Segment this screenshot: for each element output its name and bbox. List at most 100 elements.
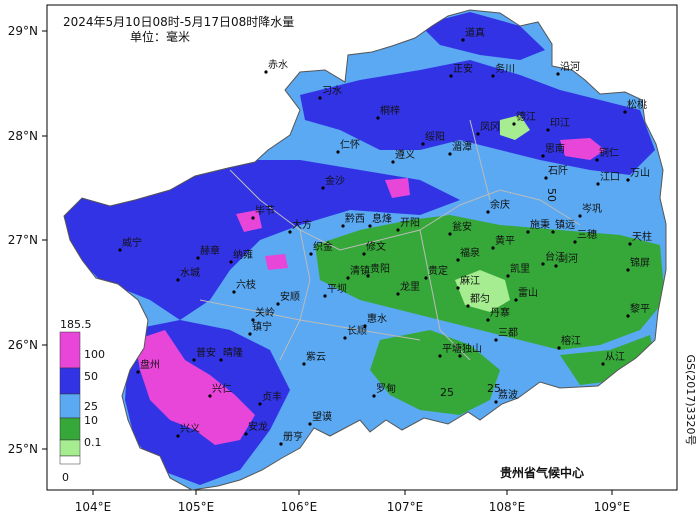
city-dot: [541, 262, 545, 266]
city-dot: [557, 346, 561, 350]
city-label: 水城: [180, 267, 200, 279]
rain-zone-50-100-west: [64, 160, 460, 320]
city-label: 贵阳: [370, 262, 390, 275]
city-marker: 平塘: [438, 342, 462, 358]
city-label: 江口: [600, 171, 620, 183]
city-dot: [448, 232, 452, 236]
city-dot: [541, 154, 545, 158]
city-dot: [336, 150, 340, 154]
city-dot: [573, 240, 577, 244]
city-label: 望谟: [312, 410, 332, 423]
city-label: 习水: [322, 85, 342, 97]
contour-label-25-b: 25: [487, 382, 501, 395]
city-marker: 锦屏: [626, 256, 650, 272]
city-marker: 独山: [458, 342, 482, 358]
city-dot: [449, 74, 453, 78]
city-marker: 凯里: [506, 262, 530, 278]
city-label: 开阳: [400, 217, 420, 229]
city-marker: 三都: [494, 327, 518, 342]
city-dot: [196, 256, 200, 260]
legend-label-100: 100: [84, 348, 105, 361]
city-marker: 平坝: [323, 283, 347, 298]
city-label: 麻江: [460, 274, 480, 287]
city-label: 威宁: [122, 236, 142, 249]
city-label: 平塘: [442, 342, 462, 355]
rain-zone-10-25-south: [370, 330, 500, 415]
contour-label-25-a: 25: [440, 386, 454, 399]
city-marker: 湄潭: [448, 141, 472, 156]
city-marker: 岑巩: [578, 203, 602, 218]
city-marker: 丹寨: [486, 306, 510, 322]
rain-zone-100-plus-bijie: [385, 178, 410, 198]
city-marker: 遵义: [391, 148, 415, 164]
city-label: 大方: [292, 218, 312, 231]
city-marker: 金沙: [321, 174, 345, 190]
city-dot: [546, 128, 550, 132]
legend: 185.5 100 50 25 10 0.1 0: [59, 318, 105, 484]
city-label: 赫章: [200, 244, 220, 257]
city-marker: 雷山: [514, 287, 538, 302]
city-label: 龙里: [400, 280, 420, 293]
city-marker: 天柱: [628, 230, 652, 246]
city-marker: 余庆: [486, 198, 510, 214]
city-marker: 贵阳: [366, 262, 390, 278]
city-marker: 习水: [318, 85, 342, 100]
city-marker: 正安: [449, 62, 473, 78]
city-label: 关岭: [255, 306, 275, 319]
city-marker: 榕江: [557, 334, 581, 350]
city-dot: [494, 338, 498, 342]
city-dot: [176, 434, 180, 438]
city-marker: 松桃: [623, 98, 647, 114]
city-dot: [362, 252, 366, 256]
city-dot: [176, 278, 180, 282]
city-label: 织金: [313, 240, 333, 253]
city-dot: [396, 292, 400, 296]
city-marker: 福泉: [456, 246, 480, 262]
legend-swatch-10: [59, 417, 81, 441]
city-label: 遵义: [395, 148, 415, 161]
city-dot: [448, 152, 452, 156]
city-label: 册亨: [283, 430, 303, 443]
city-dot: [491, 246, 495, 250]
legend-max-value: 185.5: [60, 318, 92, 331]
map-unit: 单位：毫米: [130, 29, 190, 44]
city-dot: [628, 242, 632, 246]
city-dot: [363, 324, 367, 328]
city-dot: [526, 230, 530, 234]
legend-swatch-0-1: [59, 439, 81, 457]
city-marker: 赫章: [196, 244, 220, 260]
city-dot: [491, 74, 495, 78]
city-label: 镇远: [555, 218, 575, 231]
city-marker: 普安: [192, 346, 216, 362]
city-dot: [192, 358, 196, 362]
city-label: 修文: [366, 240, 386, 253]
rain-zone-100-plus-tongren: [560, 138, 605, 160]
city-label: 印江: [550, 117, 570, 129]
city-marker: 兴义: [176, 423, 200, 438]
city-dot: [512, 122, 516, 126]
city-marker: 威宁: [118, 236, 142, 252]
city-dot: [551, 230, 555, 234]
city-marker: 水城: [176, 267, 200, 282]
city-dot: [346, 276, 350, 280]
city-label: 湄潭: [452, 141, 472, 153]
city-dot: [596, 182, 600, 186]
city-label: 从江: [605, 351, 625, 363]
city-label: 贞丰: [262, 390, 282, 403]
city-label: 都匀: [470, 293, 490, 305]
city-marker: 从江: [601, 351, 625, 366]
latitude-axis: 29°N 28°N 27°N 26°N 25°N: [8, 24, 47, 456]
legend-label-0-1: 0.1: [84, 436, 102, 449]
rain-zone-100-plus-nayong: [265, 254, 288, 270]
city-label: 凤冈: [480, 121, 500, 133]
city-label: 独山: [462, 342, 482, 355]
city-dot: [556, 72, 560, 76]
city-dot: [208, 394, 212, 398]
lon-label-106: 106°E: [281, 500, 318, 514]
city-dot: [391, 160, 395, 164]
legend-swatch-0: [59, 455, 81, 465]
city-label: 黎平: [630, 302, 650, 315]
city-label: 安龙: [248, 420, 268, 433]
city-marker: 仁怀: [336, 139, 360, 154]
